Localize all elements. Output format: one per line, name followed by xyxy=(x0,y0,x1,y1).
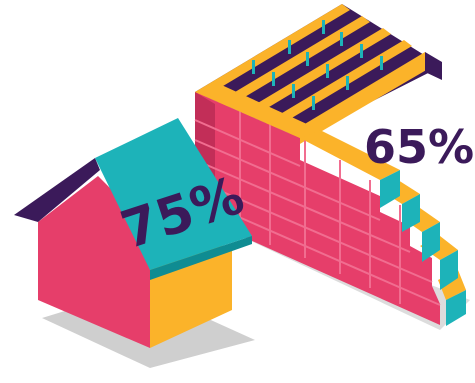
front-wall xyxy=(194,82,466,326)
wall-percent-label: 65% xyxy=(364,120,474,174)
house xyxy=(14,118,252,348)
back-wall xyxy=(195,4,442,148)
